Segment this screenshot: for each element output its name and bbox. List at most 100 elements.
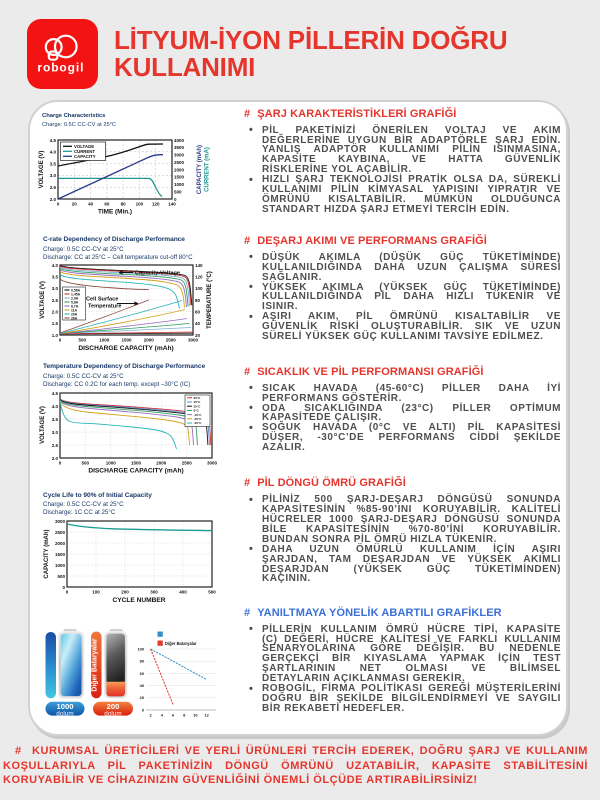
svg-text:2500: 2500 (166, 338, 177, 343)
svg-text:5,8A: 5,8A (71, 300, 79, 304)
svg-text:3.0: 3.0 (52, 430, 59, 435)
svg-text:1,45A: 1,45A (71, 292, 81, 296)
svg-text:dolum: dolum (104, 710, 121, 717)
svg-text:0°C: 0°C (194, 409, 200, 413)
svg-text:40: 40 (140, 683, 144, 688)
svg-text:2.5: 2.5 (52, 298, 59, 303)
svg-text:3.0: 3.0 (50, 173, 57, 178)
svg-text:4.0: 4.0 (52, 404, 59, 409)
svg-text:VOLTAGE (V): VOLTAGE (V) (40, 281, 46, 319)
svg-text:60: 60 (195, 310, 201, 315)
svg-text:200: 200 (121, 590, 129, 595)
svg-text:TIME (Min.): TIME (Min.) (98, 209, 132, 216)
svg-text:1000: 1000 (174, 182, 185, 187)
svg-text:6: 6 (172, 713, 175, 718)
svg-text:80: 80 (195, 298, 201, 303)
svg-text:60°C: 60°C (194, 396, 202, 400)
svg-text:1000: 1000 (57, 702, 74, 711)
svg-text:1000: 1000 (106, 461, 117, 466)
svg-text:3000: 3000 (188, 338, 199, 343)
svg-text:40: 40 (195, 321, 201, 326)
svg-text:2500: 2500 (182, 461, 193, 466)
svg-text:VOLTAGE (V): VOLTAGE (V) (40, 406, 46, 444)
svg-text:0: 0 (66, 590, 69, 595)
svg-text:0: 0 (142, 707, 144, 712)
svg-text:1000: 1000 (55, 563, 66, 568)
svg-text:500: 500 (174, 189, 182, 194)
svg-text:2500: 2500 (174, 160, 185, 165)
svg-text:1500: 1500 (121, 338, 132, 343)
svg-text:3.0: 3.0 (52, 286, 59, 291)
svg-text:0: 0 (174, 197, 177, 202)
svg-text:45°C: 45°C (194, 400, 202, 404)
svg-text:3500: 3500 (174, 145, 185, 150)
svg-text:60: 60 (140, 671, 144, 676)
svg-text:1500: 1500 (131, 461, 142, 466)
svg-text:0: 0 (62, 585, 65, 590)
svg-text:dolum: dolum (56, 710, 73, 717)
svg-text:4000: 4000 (174, 138, 185, 143)
svg-text:2.0: 2.0 (50, 197, 57, 202)
svg-text:20A: 20A (71, 312, 78, 316)
svg-text:4.0: 4.0 (50, 150, 57, 155)
svg-text:20: 20 (72, 202, 78, 207)
svg-text:Capacity-Voltage: Capacity-Voltage (135, 271, 180, 277)
svg-text:80: 80 (121, 202, 127, 207)
svg-text:-10°C: -10°C (194, 413, 203, 417)
svg-text:Temperature: Temperature (88, 304, 121, 310)
svg-text:4.5: 4.5 (52, 391, 59, 396)
svg-text:2.5: 2.5 (52, 443, 59, 448)
svg-text:TEMPERATURE (°C): TEMPERATURE (°C) (207, 271, 213, 329)
svg-text:40: 40 (88, 202, 94, 207)
svg-text:2000: 2000 (174, 167, 185, 172)
svg-text:80: 80 (140, 659, 144, 664)
svg-text:-20°C: -20°C (194, 417, 203, 421)
svg-text:CYCLE NUMBER: CYCLE NUMBER (112, 597, 165, 604)
svg-text:robogil: robogil (37, 61, 84, 75)
svg-text:4.5: 4.5 (50, 138, 57, 143)
svg-text:Diğer Bataryalar: Diğer Bataryalar (92, 638, 99, 692)
svg-text:11A: 11A (71, 308, 78, 312)
svg-text:0: 0 (59, 338, 62, 343)
svg-text:3000: 3000 (174, 153, 185, 158)
svg-text:8: 8 (183, 713, 186, 718)
svg-text:-30°C: -30°C (194, 421, 203, 425)
svg-text:CAPACITY (mAh): CAPACITY (mAh) (44, 529, 50, 578)
svg-text:2,9A: 2,9A (71, 296, 79, 300)
svg-text:1500: 1500 (174, 175, 185, 180)
svg-text:25°C: 25°C (194, 404, 202, 408)
svg-text:2.0: 2.0 (52, 456, 59, 461)
svg-text:12: 12 (204, 713, 209, 718)
svg-text:26A: 26A (71, 316, 78, 320)
svg-text:VOLTAGE: VOLTAGE (74, 144, 94, 149)
svg-text:500: 500 (57, 574, 65, 579)
svg-text:500: 500 (82, 461, 90, 466)
svg-text:Cell Surface: Cell Surface (86, 297, 118, 303)
svg-text:500: 500 (208, 590, 216, 595)
svg-text:2000: 2000 (55, 541, 66, 546)
svg-text:120: 120 (152, 202, 160, 207)
svg-text:300: 300 (150, 590, 158, 595)
svg-text:10: 10 (193, 713, 197, 718)
svg-text:1.0: 1.0 (52, 333, 59, 338)
svg-text:20: 20 (195, 333, 201, 338)
svg-text:3.5: 3.5 (50, 161, 57, 166)
svg-text:140: 140 (168, 202, 176, 207)
svg-text:140: 140 (195, 263, 203, 268)
svg-text:60: 60 (104, 202, 110, 207)
svg-text:2000: 2000 (144, 338, 155, 343)
svg-text:1000: 1000 (99, 338, 110, 343)
svg-text:CAPACITY (mAh): CAPACITY (mAh) (197, 145, 203, 194)
svg-text:0: 0 (59, 461, 62, 466)
svg-text:DISCHARGE CAPACITY (mAh): DISCHARGE CAPACITY (mAh) (88, 468, 183, 475)
svg-text:100: 100 (136, 202, 144, 207)
svg-text:0: 0 (57, 202, 60, 207)
svg-text:1500: 1500 (55, 552, 66, 557)
svg-text:CURRENT: CURRENT (74, 149, 95, 154)
svg-text:2: 2 (150, 713, 153, 718)
svg-text:100: 100 (92, 590, 100, 595)
svg-text:2500: 2500 (55, 530, 66, 535)
svg-text:CAPACITY: CAPACITY (74, 154, 96, 159)
svg-text:400: 400 (179, 590, 187, 595)
svg-text:8,7A: 8,7A (71, 304, 79, 308)
